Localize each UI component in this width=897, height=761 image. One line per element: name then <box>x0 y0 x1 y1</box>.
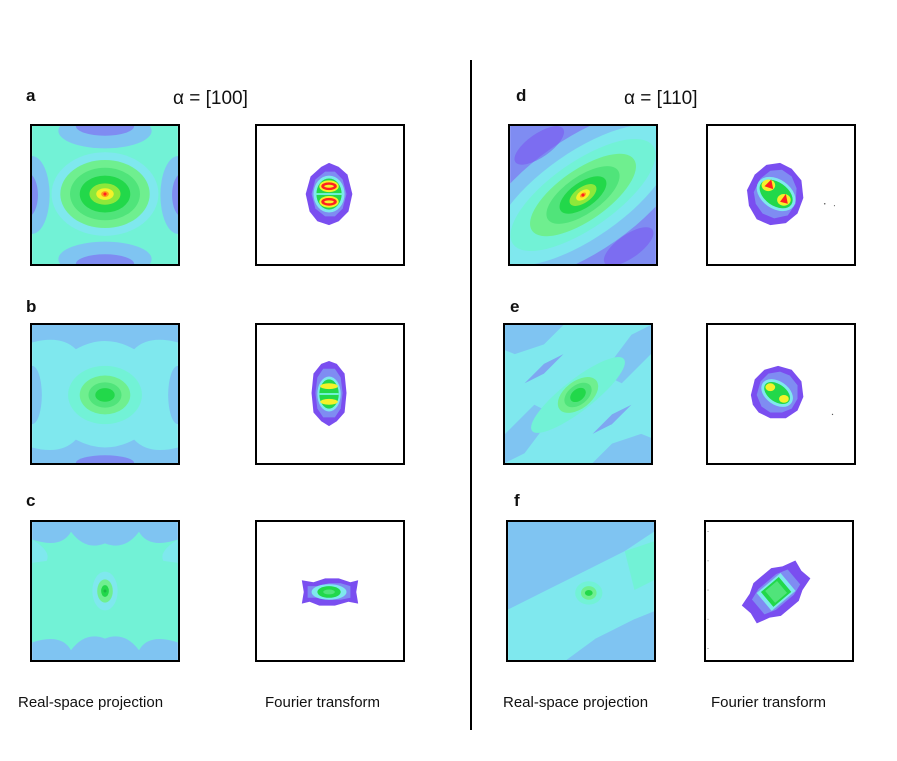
fourier-plot-b <box>257 325 403 463</box>
real-space-plot-e <box>505 325 651 463</box>
panel-label-c: c <box>26 491 36 510</box>
footer-real-space-left: Real-space projection <box>18 694 164 711</box>
panel-label-a: a <box>26 86 36 105</box>
panel-label-b: b <box>26 297 37 316</box>
fourier-plot-e <box>708 325 854 463</box>
real-space-plot-f <box>508 522 654 660</box>
real-space-panel-b <box>30 323 180 465</box>
fourier-panel-c <box>255 520 405 662</box>
fourier-panel-d <box>706 124 856 266</box>
real-space-plot-c <box>32 522 178 660</box>
column-divider <box>470 60 472 730</box>
real-space-panel-c <box>30 520 180 662</box>
real-space-panel-a <box>30 124 180 266</box>
alpha-label-right: α = [110] <box>624 88 698 109</box>
real-space-plot-a <box>32 126 178 264</box>
real-space-plot-b <box>32 325 178 463</box>
real-space-panel-d <box>508 124 658 266</box>
footer-real-space-right: Real-space projection <box>503 694 649 711</box>
fourier-plot-a <box>257 126 403 264</box>
real-space-panel-e <box>503 323 653 465</box>
panel-label-f: f <box>514 491 520 510</box>
fourier-panel-f <box>704 520 854 662</box>
fourier-plot-f <box>706 522 852 660</box>
fourier-panel-a <box>255 124 405 266</box>
footer-fourier-right: Fourier transform <box>711 694 827 711</box>
fourier-panel-e <box>706 323 856 465</box>
footer-fourier-left: Fourier transform <box>265 694 381 711</box>
fourier-plot-c <box>257 522 403 660</box>
fourier-panel-b <box>255 323 405 465</box>
panel-label-e: e <box>510 297 520 316</box>
alpha-label-left: α = [100] <box>173 88 248 109</box>
real-space-plot-d <box>510 126 656 264</box>
real-space-panel-f <box>506 520 656 662</box>
fourier-plot-d <box>708 126 854 264</box>
panel-label-d: d <box>516 86 527 105</box>
